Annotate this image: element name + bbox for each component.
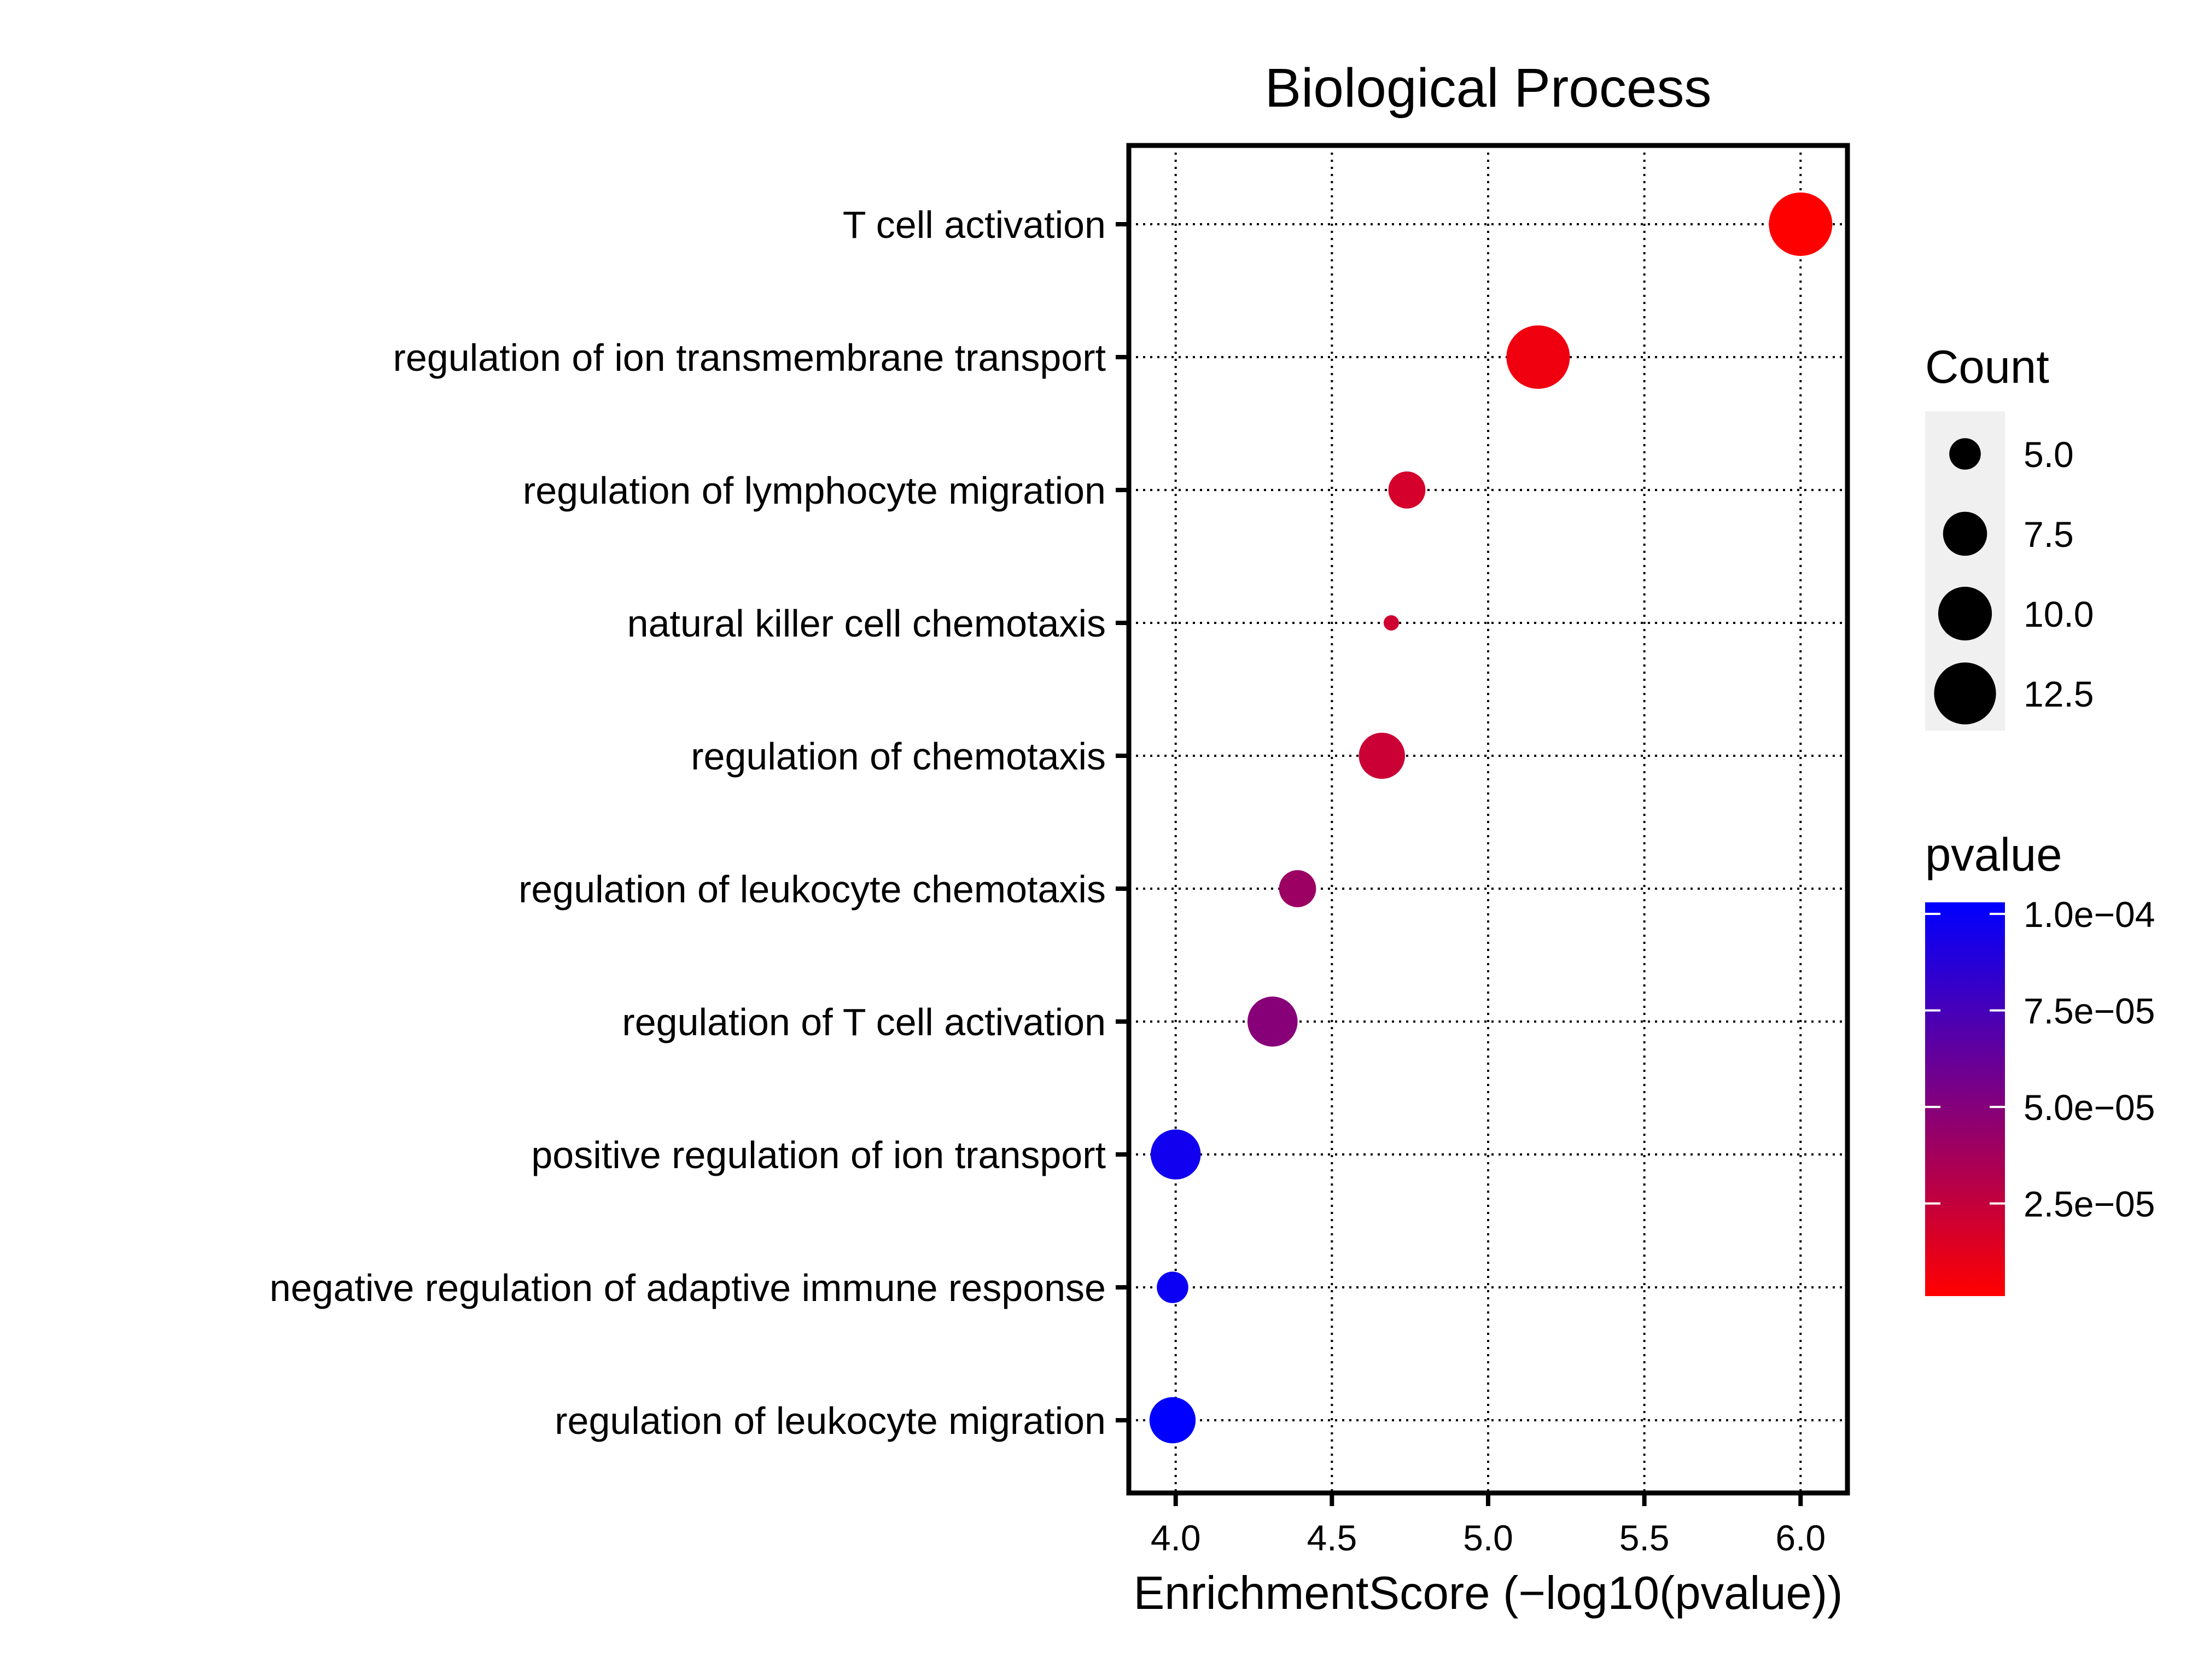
chart-title: Biological Process	[1264, 57, 1711, 119]
data-points	[1149, 192, 1833, 1444]
pvalue-legend-label: 2.5e−05	[2024, 1184, 2155, 1224]
grid-lines	[1129, 145, 1847, 1493]
y-tick-label: regulation of ion transmembrane transpor…	[393, 336, 1106, 379]
pvalue-colorbar	[1925, 902, 2005, 1296]
count-legend-dot	[1949, 438, 1981, 470]
y-tick-label: regulation of T cell activation	[622, 1001, 1106, 1043]
x-tick-label: 6.0	[1775, 1518, 1826, 1558]
count-legend-dot	[1938, 586, 1992, 641]
x-axis: 4.0 4.5 5.0 5.5 6.0	[1151, 1493, 1826, 1558]
pvalue-legend: pvalue 1.0e−04 7.5e−05 5.0e−05 2.5e−05	[1925, 829, 2155, 1296]
y-tick-label: regulation of leukocyte chemotaxis	[518, 868, 1106, 911]
data-point	[1359, 732, 1405, 779]
y-tick-label: positive regulation of ion transport	[531, 1134, 1106, 1176]
count-legend-label: 5.0	[2024, 434, 2074, 475]
y-tick-label: negative regulation of adaptive immune r…	[270, 1267, 1106, 1309]
x-axis-title: EnrichmentScore (−log10(pvalue))	[1134, 1567, 1843, 1619]
data-point	[1150, 1129, 1201, 1180]
pvalue-legend-label: 1.0e−04	[2024, 894, 2155, 935]
y-tick-label: T cell activation	[843, 203, 1106, 246]
x-tick-label: 4.0	[1151, 1518, 1201, 1558]
pvalue-legend-label: 5.0e−05	[2024, 1087, 2155, 1128]
pvalue-legend-title: pvalue	[1925, 829, 2062, 881]
data-point	[1388, 471, 1426, 509]
y-tick-label: regulation of leukocyte migration	[555, 1399, 1106, 1442]
count-legend-label: 7.5	[2024, 514, 2074, 555]
count-legend-dot	[1943, 511, 1987, 556]
pvalue-legend-label: 7.5e−05	[2024, 991, 2155, 1031]
data-point	[1279, 870, 1316, 907]
count-legend-label: 12.5	[2024, 674, 2094, 714]
data-point	[1383, 615, 1399, 631]
data-point	[1247, 996, 1298, 1047]
y-tick-label: natural killer cell chemotaxis	[627, 602, 1106, 645]
data-point	[1506, 325, 1570, 389]
count-legend-dot	[1934, 662, 1996, 725]
count-legend-title: Count	[1925, 341, 2049, 393]
data-point	[1149, 1397, 1196, 1444]
y-tick-label: regulation of chemotaxis	[691, 735, 1106, 778]
count-legend-label: 10.0	[2024, 594, 2094, 634]
count-legend: Count 5.0 7.5 10.0 12.5	[1925, 341, 2094, 731]
data-point	[1769, 192, 1833, 256]
data-point	[1157, 1271, 1188, 1303]
pvalue-legend-ticks: 1.0e−04 7.5e−05 5.0e−05 2.5e−05	[1925, 894, 2155, 1224]
y-axis: T cell activation regulation of ion trans…	[270, 203, 1129, 1442]
x-tick-label: 5.0	[1463, 1518, 1513, 1558]
count-legend-keys: 5.0 7.5 10.0 12.5	[1934, 434, 2094, 725]
x-tick-label: 4.5	[1307, 1518, 1357, 1558]
x-tick-label: 5.5	[1619, 1518, 1670, 1558]
y-tick-label: regulation of lymphocyte migration	[523, 469, 1106, 512]
